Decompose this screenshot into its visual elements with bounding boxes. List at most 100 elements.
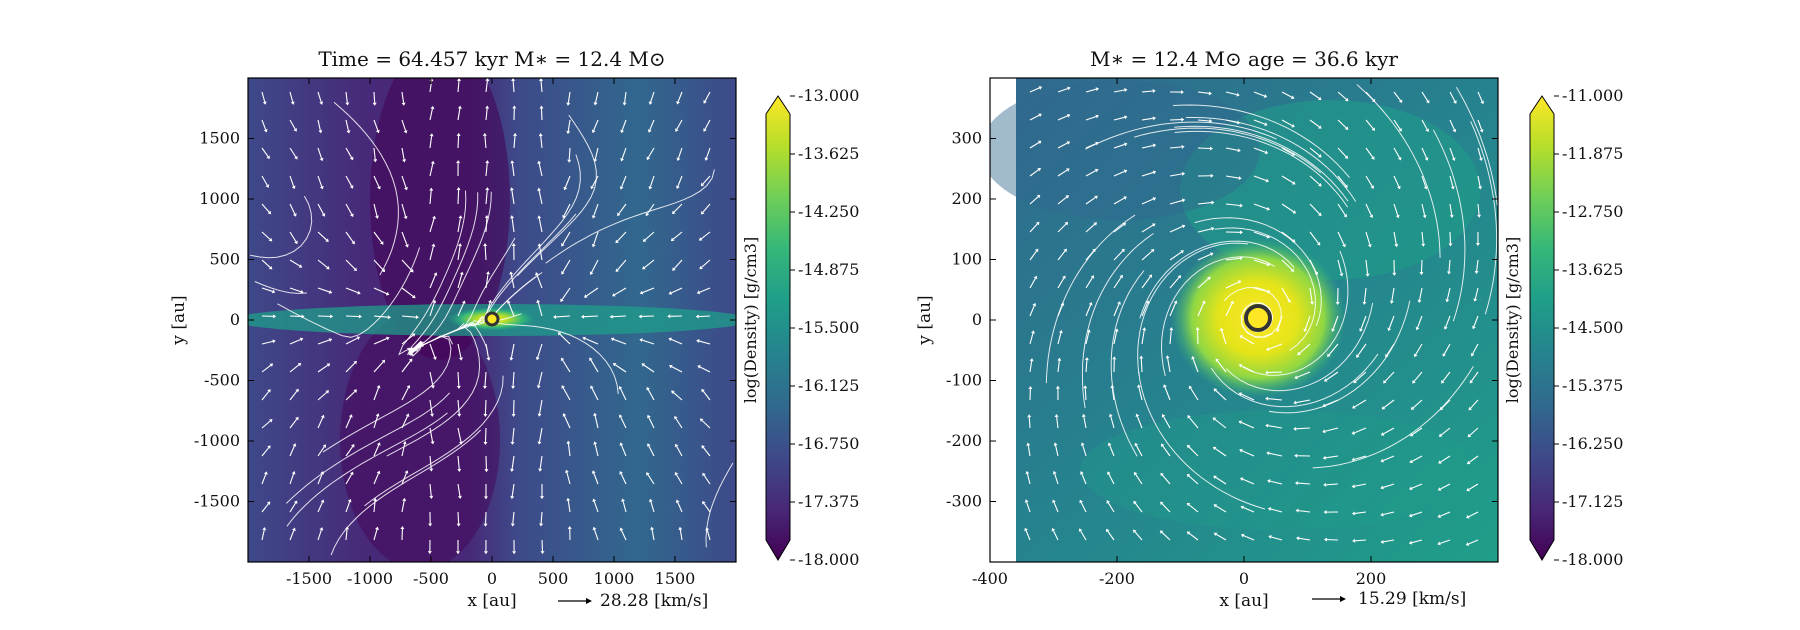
velocity-arrow bbox=[1029, 305, 1035, 317]
velocity-arrow-head bbox=[511, 78, 516, 82]
velocity-arrow bbox=[1449, 175, 1454, 187]
velocity-arrow-head bbox=[1409, 432, 1414, 437]
velocity-arrow bbox=[1214, 418, 1227, 429]
velocity-arrow-head bbox=[1394, 243, 1399, 248]
velocity-arrow bbox=[429, 371, 434, 386]
velocity-arrow bbox=[1057, 360, 1060, 373]
velocity-arrow bbox=[1216, 533, 1227, 541]
velocity-arrow-head bbox=[348, 414, 353, 418]
velocity-arrow-head bbox=[536, 385, 541, 389]
velocity-arrow bbox=[1107, 530, 1115, 541]
left-colorbar-label: log(Density) [g/cm3] bbox=[741, 237, 760, 403]
velocity-arrow-head bbox=[375, 526, 379, 531]
velocity-arrow-head bbox=[1239, 477, 1244, 481]
velocity-arrow bbox=[698, 315, 711, 318]
velocity-arrow-head bbox=[696, 339, 700, 343]
velocity-arrow bbox=[1365, 231, 1371, 245]
velocity-arrow-head bbox=[1266, 206, 1270, 211]
velocity-arrow-head bbox=[293, 500, 298, 505]
streamline bbox=[1225, 302, 1374, 392]
velocity-arrow-head bbox=[618, 414, 623, 418]
velocity-arrow-head bbox=[1352, 538, 1356, 543]
velocity-arrow-head bbox=[1123, 196, 1127, 200]
velocity-arrow bbox=[289, 445, 295, 457]
velocity-arrow-head bbox=[1473, 298, 1478, 302]
velocity-arrow-head bbox=[674, 415, 678, 420]
velocity-arrow-head bbox=[372, 102, 377, 106]
velocity-arrow bbox=[373, 529, 378, 541]
velocity-arrow-head bbox=[1066, 168, 1070, 172]
velocity-arrow bbox=[673, 392, 683, 401]
velocity-arrow bbox=[401, 203, 407, 217]
velocity-arrow bbox=[1476, 259, 1479, 272]
velocity-arrow-head bbox=[430, 385, 435, 389]
velocity-arrow bbox=[647, 203, 655, 214]
velocity-arrow-head bbox=[432, 356, 437, 360]
velocity-arrow-head bbox=[377, 185, 381, 190]
velocity-arrow bbox=[317, 147, 323, 159]
velocity-arrow bbox=[1253, 91, 1265, 97]
velocity-arrow bbox=[1082, 445, 1087, 457]
velocity-arrow-head bbox=[330, 314, 334, 319]
velocity-arrow bbox=[1268, 343, 1283, 350]
velocity-arrow bbox=[401, 334, 414, 345]
velocity-arrow bbox=[484, 399, 487, 415]
velocity-arrow-head bbox=[1236, 92, 1240, 97]
velocity-arrow-head bbox=[459, 271, 464, 276]
velocity-arrow bbox=[345, 175, 353, 187]
velocity-arrow-head bbox=[561, 385, 565, 389]
velocity-arrow bbox=[1057, 196, 1068, 205]
velocity-arrow bbox=[1326, 483, 1339, 486]
velocity-arrow bbox=[1281, 91, 1293, 98]
velocity-arrow-head bbox=[1186, 531, 1191, 535]
velocity-arrow bbox=[562, 259, 571, 273]
velocity-arrow-head bbox=[1310, 301, 1314, 305]
velocity-arrow-head bbox=[376, 470, 381, 475]
velocity-arrow-head bbox=[1038, 113, 1042, 118]
velocity-arrow-head bbox=[581, 314, 585, 319]
velocity-arrow bbox=[457, 108, 461, 121]
velocity-arrow-head bbox=[356, 336, 361, 340]
velocity-arrow-head bbox=[273, 314, 277, 319]
velocity-arrow-head bbox=[1092, 248, 1096, 253]
right-filament bbox=[1180, 100, 1480, 280]
velocity-arrow bbox=[261, 529, 265, 541]
streamline bbox=[1110, 270, 1145, 457]
streamline bbox=[1139, 240, 1295, 319]
velocity-arrow bbox=[401, 443, 406, 457]
velocity-arrow bbox=[1412, 399, 1423, 409]
velocity-arrow-head bbox=[1037, 140, 1042, 145]
velocity-arrow bbox=[673, 203, 683, 213]
velocity-arrow bbox=[673, 259, 683, 269]
velocity-arrow bbox=[1134, 531, 1143, 541]
velocity-arrow bbox=[401, 147, 405, 160]
velocity-arrow-head bbox=[1371, 127, 1376, 131]
velocity-arrow bbox=[1057, 277, 1065, 289]
velocity-arrow-head bbox=[1033, 275, 1038, 280]
streamline bbox=[1432, 129, 1466, 322]
velocity-arrow bbox=[591, 259, 599, 273]
velocity-arrow bbox=[289, 418, 298, 429]
velocity-arrow bbox=[1337, 91, 1347, 100]
velocity-arrow-head bbox=[593, 158, 598, 163]
velocity-arrow bbox=[593, 472, 599, 485]
velocity-arrow-head bbox=[456, 187, 461, 191]
velocity-arrow bbox=[1081, 473, 1087, 485]
velocity-arrow-head bbox=[1297, 351, 1301, 356]
velocity-arrow-head bbox=[272, 339, 276, 344]
velocity-arrow bbox=[1449, 91, 1456, 102]
velocity-arrow bbox=[1269, 480, 1283, 485]
velocity-arrow bbox=[289, 91, 294, 103]
velocity-arrow-head bbox=[638, 314, 642, 319]
left-ytick-label: -500 bbox=[204, 371, 240, 390]
velocity-arrow-head bbox=[704, 157, 709, 161]
velocity-arrow-head bbox=[1238, 420, 1243, 425]
velocity-arrow-head bbox=[591, 129, 596, 134]
left-colorbar-tick-label: -13.625 bbox=[798, 144, 859, 163]
velocity-arrow bbox=[345, 362, 356, 373]
velocity-arrow bbox=[1161, 474, 1171, 485]
velocity-arrow-head bbox=[612, 363, 617, 367]
velocity-arrow-head bbox=[642, 265, 646, 270]
velocity-arrow bbox=[1057, 87, 1068, 93]
